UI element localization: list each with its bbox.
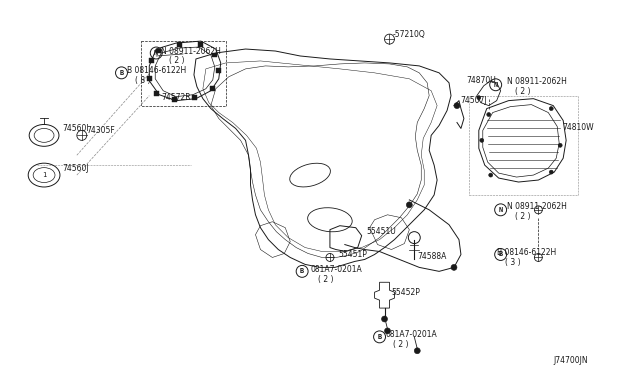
Bar (469, 96, 578, 195)
Circle shape (549, 170, 553, 174)
Text: ( 2 ): ( 2 ) (515, 87, 530, 96)
Bar (212, 52, 217, 57)
Text: B 08146-6122H: B 08146-6122H (127, 66, 187, 76)
Text: B: B (499, 251, 503, 257)
Bar (193, 95, 197, 100)
Circle shape (385, 328, 390, 334)
Circle shape (487, 113, 491, 116)
Text: N: N (154, 50, 158, 56)
Text: 74870U: 74870U (466, 76, 495, 85)
Bar (148, 58, 154, 63)
Text: ( 8 ): ( 8 ) (136, 76, 151, 85)
Text: B 08146-6122H: B 08146-6122H (497, 248, 556, 257)
Bar (198, 42, 204, 46)
Text: 55451U: 55451U (367, 227, 396, 236)
Circle shape (477, 96, 481, 100)
Circle shape (549, 107, 553, 110)
Text: B: B (300, 268, 304, 275)
Text: 081A7-0201A: 081A7-0201A (385, 330, 437, 339)
Text: -57210Q: -57210Q (392, 30, 425, 39)
Text: 74810W: 74810W (562, 123, 594, 132)
Bar (154, 91, 159, 96)
Circle shape (454, 103, 460, 109)
Text: N: N (493, 82, 498, 88)
Circle shape (406, 202, 412, 208)
Text: 55452P: 55452P (392, 288, 420, 297)
Text: 74560J: 74560J (62, 164, 88, 173)
Bar (216, 68, 221, 73)
Text: N 08911-2062H: N 08911-2062H (161, 46, 221, 55)
Circle shape (381, 316, 387, 322)
Text: 74507J: 74507J (460, 96, 486, 105)
Circle shape (414, 348, 420, 354)
Text: 74560I: 74560I (62, 124, 88, 133)
Text: 1: 1 (42, 172, 46, 178)
Bar (211, 86, 215, 91)
Text: N: N (499, 207, 503, 213)
Bar (156, 48, 161, 54)
Bar (147, 76, 152, 81)
Circle shape (451, 264, 457, 270)
Bar (172, 97, 177, 102)
Text: B: B (378, 334, 381, 340)
Text: N 08911-2062H: N 08911-2062H (507, 202, 566, 211)
Text: 74572R: 74572R (161, 93, 191, 102)
Circle shape (558, 143, 562, 147)
Text: ( 2 ): ( 2 ) (318, 275, 333, 284)
Text: 74305F: 74305F (87, 126, 115, 135)
Circle shape (480, 138, 484, 142)
Text: N 08911-2062H: N 08911-2062H (507, 77, 566, 86)
Text: J74700JN: J74700JN (553, 356, 588, 365)
Bar (177, 42, 182, 46)
Circle shape (489, 173, 493, 177)
Text: 55451P: 55451P (338, 250, 367, 259)
Text: ( 3 ): ( 3 ) (504, 258, 520, 267)
Text: ( 2 ): ( 2 ) (394, 340, 409, 349)
Text: 74588A: 74588A (417, 252, 447, 261)
Text: B: B (120, 70, 124, 76)
Text: 081A7-0201A: 081A7-0201A (310, 265, 362, 274)
Text: ( 2 ): ( 2 ) (515, 212, 530, 221)
Text: ( 2 ): ( 2 ) (169, 57, 184, 65)
